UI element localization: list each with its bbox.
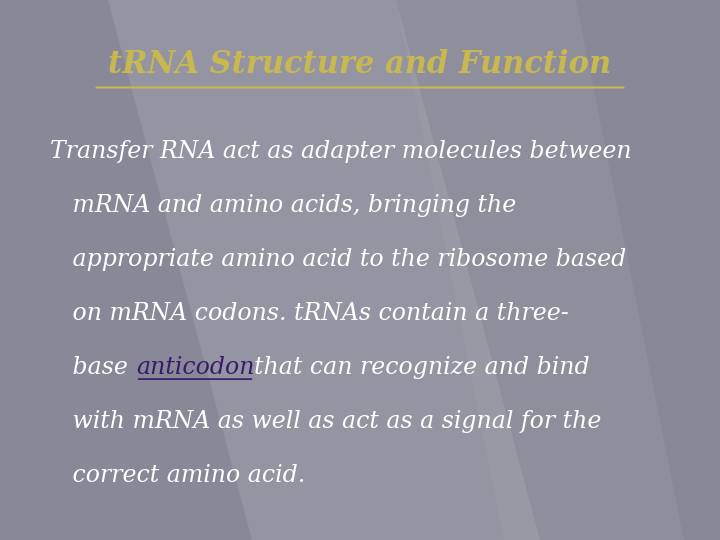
Text: base: base [50, 356, 136, 379]
Text: that can recognize and bind: that can recognize and bind [254, 356, 590, 379]
Text: anticodon: anticodon [136, 356, 254, 379]
Polygon shape [108, 0, 540, 540]
Text: base: base [50, 356, 136, 379]
Text: tRNA Structure and Function: tRNA Structure and Function [109, 49, 611, 80]
Polygon shape [396, 0, 684, 540]
Text: mRNA and amino acids, bringing the: mRNA and amino acids, bringing the [50, 194, 517, 217]
Text: appropriate amino acid to the ribosome based: appropriate amino acid to the ribosome b… [50, 248, 626, 271]
Text: correct amino acid.: correct amino acid. [50, 464, 306, 487]
Text: on mRNA codons. tRNAs contain a three-: on mRNA codons. tRNAs contain a three- [50, 302, 569, 325]
Text: Transfer RNA act as adapter molecules between: Transfer RNA act as adapter molecules be… [50, 140, 632, 163]
Text: with mRNA as well as act as a signal for the: with mRNA as well as act as a signal for… [50, 410, 602, 433]
